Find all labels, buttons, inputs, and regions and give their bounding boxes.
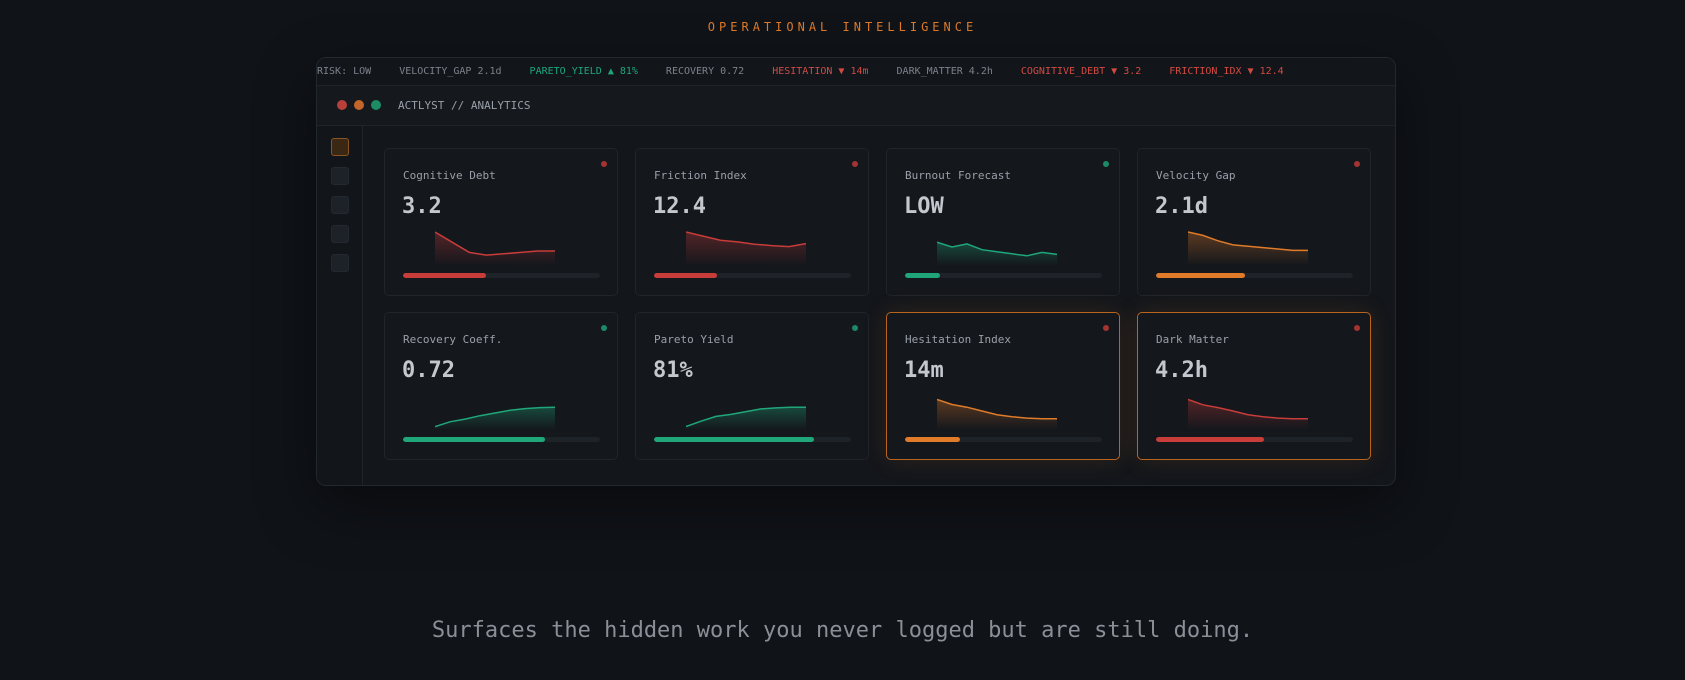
metric-card[interactable]: Friction Index 12.4 — [635, 148, 869, 296]
ticker-item: RISK: LOW — [317, 66, 372, 77]
status-dot — [852, 161, 858, 167]
ticker-item: PARETO_YIELD ▲ 81% — [529, 66, 638, 77]
metric-card[interactable]: Dark Matter 4.2h — [1137, 312, 1371, 460]
metric-value: 3.2 — [402, 194, 442, 219]
metric-value: 81% — [653, 358, 693, 383]
metric-value: 12.4 — [653, 194, 706, 219]
close-window-button[interactable] — [337, 100, 347, 110]
ticker-track: RISK: LOW VELOCITY_GAP 2.1d PARETO_YIELD ▲… — [317, 66, 1312, 77]
sparkline-line — [686, 231, 807, 248]
ticker-item: RECOVERY 0.72 — [665, 66, 745, 77]
sparkline-line — [937, 241, 1058, 257]
metric-card[interactable]: Recovery Coeff. 0.72 — [384, 312, 618, 460]
metric-label: Friction Index — [654, 169, 747, 182]
progress-bar — [403, 437, 600, 442]
progress-bar — [654, 437, 851, 442]
metric-value: 0.72 — [402, 358, 455, 383]
sparkline-area — [1188, 232, 1308, 266]
metric-card[interactable]: Pareto Yield 81% — [635, 312, 869, 460]
sparkline-chart — [686, 231, 807, 266]
sidebar-item-5[interactable] — [331, 254, 349, 272]
sparkline-line — [686, 406, 806, 428]
status-dot — [1103, 325, 1109, 331]
sidebar-item-dashboard[interactable] — [331, 138, 349, 156]
sparkline-area — [937, 242, 1057, 266]
status-dot — [852, 325, 858, 331]
progress-bar — [403, 273, 600, 278]
title-bar: ACTLYST // ANALYTICS — [317, 86, 1395, 126]
ticker-item: DARK_MATTER 4.2h — [896, 66, 993, 77]
sidebar — [317, 126, 363, 485]
ticker-item: COGNITIVE_DEBT ▼ 3.2 — [1020, 66, 1142, 77]
sparkline-area — [686, 407, 806, 430]
progress-fill — [905, 273, 941, 278]
metric-card[interactable]: Hesitation Index 14m — [886, 312, 1120, 460]
tagline: Surfaces the hidden work you never logge… — [431, 618, 1254, 643]
status-dot — [601, 325, 607, 331]
sparkline-area — [435, 407, 555, 430]
metric-value: 2.1d — [1155, 194, 1208, 219]
sparkline-chart — [1188, 231, 1308, 266]
sparkline-line — [435, 231, 555, 256]
sparkline-line — [937, 398, 1057, 420]
minimize-window-button[interactable] — [354, 100, 364, 110]
ticker-item: VELOCITY_GAP 2.1d — [399, 66, 502, 77]
metric-card[interactable]: Cognitive Debt 3.2 — [384, 148, 618, 296]
progress-bar — [1156, 273, 1353, 278]
progress-fill — [403, 437, 545, 442]
progress-fill — [905, 437, 961, 442]
sparkline-area — [1188, 399, 1308, 430]
ticker-item: FRICTION_IDX ▼ 12.4 — [1169, 66, 1284, 77]
metric-label: Velocity Gap — [1156, 169, 1236, 182]
progress-bar — [905, 273, 1102, 278]
progress-fill — [1156, 437, 1265, 442]
sidebar-item-3[interactable] — [331, 196, 349, 214]
sparkline-line — [1188, 231, 1308, 252]
sparkline-area — [937, 399, 1057, 430]
metric-label: Recovery Coeff. — [403, 333, 503, 346]
sparkline-area — [686, 232, 806, 266]
metric-label: Burnout Forecast — [905, 169, 1011, 182]
metric-value: 4.2h — [1155, 358, 1208, 383]
sparkline-line — [1188, 398, 1308, 420]
status-dot — [1354, 161, 1360, 167]
sparkline-chart — [435, 406, 556, 430]
sparkline-chart — [937, 398, 1057, 430]
sparkline-chart — [686, 406, 806, 430]
metric-card[interactable]: Burnout Forecast LOW — [886, 148, 1120, 296]
status-dot — [601, 161, 607, 167]
progress-bar — [1156, 437, 1353, 442]
metric-value: LOW — [904, 194, 944, 219]
maximize-window-button[interactable] — [371, 100, 381, 110]
sparkline-chart — [1188, 398, 1308, 430]
ticker-item: HESITATION ▼ 14m — [772, 66, 869, 77]
section-eyebrow: OPERATIONAL INTELLIGENCE — [707, 20, 978, 34]
sparkline-chart — [937, 241, 1058, 266]
sparkline-line — [435, 406, 556, 428]
sidebar-item-2[interactable] — [331, 167, 349, 185]
progress-bar — [654, 273, 851, 278]
metric-label: Dark Matter — [1156, 333, 1229, 346]
metrics-ticker: RISK: LOW VELOCITY_GAP 2.1d PARETO_YIELD ▲… — [317, 58, 1395, 86]
metric-card[interactable]: Velocity Gap 2.1d — [1137, 148, 1371, 296]
metric-value: 14m — [904, 358, 944, 383]
sidebar-item-4[interactable] — [331, 225, 349, 243]
progress-fill — [403, 273, 486, 278]
status-dot — [1103, 161, 1109, 167]
metric-label: Cognitive Debt — [403, 169, 496, 182]
sparkline-chart — [435, 231, 555, 266]
progress-fill — [654, 273, 718, 278]
progress-fill — [1156, 273, 1245, 278]
metric-label: Hesitation Index — [905, 333, 1011, 346]
metric-label: Pareto Yield — [654, 333, 734, 346]
status-dot — [1354, 325, 1360, 331]
sparkline-area — [435, 232, 555, 266]
progress-fill — [654, 437, 814, 442]
window-title: ACTLYST // ANALYTICS — [398, 99, 531, 112]
progress-bar — [905, 437, 1102, 442]
